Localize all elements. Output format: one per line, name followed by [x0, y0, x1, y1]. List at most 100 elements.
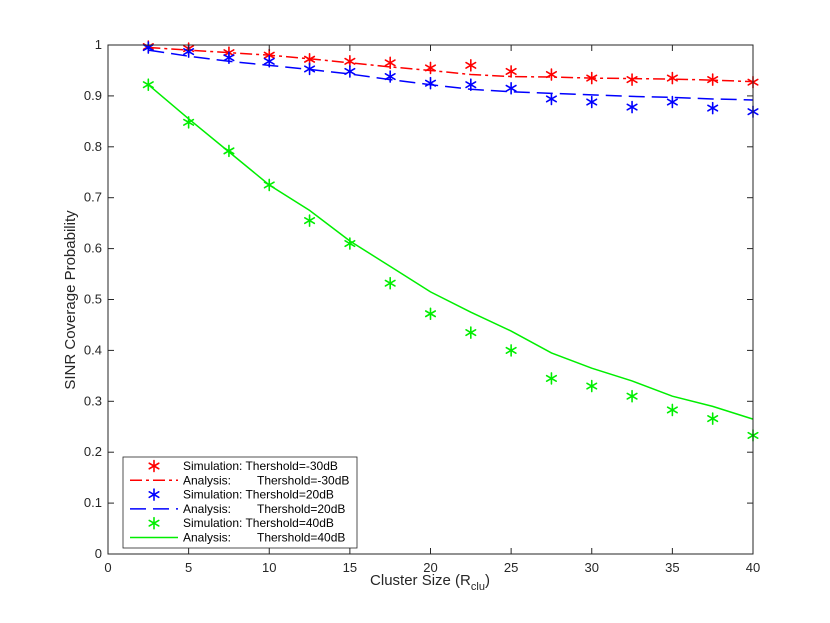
series-4-point — [545, 372, 558, 385]
series-2-point — [263, 54, 275, 68]
x-axis: 0 5 10 15 20 25 30 35 40 — [104, 45, 760, 575]
series-2-point-stroke — [344, 67, 356, 76]
legend-marker-sample-stroke — [148, 462, 160, 470]
series-2-point — [505, 81, 517, 95]
series-2-point-stroke — [263, 57, 275, 65]
series-0-point — [586, 71, 598, 85]
legend-marker-sample — [148, 516, 160, 530]
y-tick-label: 0.1 — [84, 495, 102, 510]
series-0-point — [545, 68, 558, 81]
series-2-point-stroke — [545, 95, 558, 103]
series-0-point — [344, 54, 356, 68]
series-0-point-stroke — [424, 64, 437, 72]
series-4-point-stroke — [505, 346, 517, 354]
series-0-point — [707, 73, 719, 86]
legend-marker-sample — [148, 488, 160, 501]
series-4-point — [344, 237, 356, 250]
x-axis-label: Cluster Size (Rclu) — [370, 572, 490, 593]
legend-label: Analysis: — [183, 473, 231, 487]
series-4-point — [707, 412, 719, 425]
series-2-point-stroke — [223, 54, 235, 62]
plot-markers — [142, 40, 759, 442]
plot-lines — [147, 46, 754, 420]
x-tick-label: 10 — [262, 560, 276, 575]
series-2-point-stroke — [465, 81, 477, 89]
series-4-point-stroke — [666, 406, 678, 414]
x-tick-label: 20 — [423, 560, 437, 575]
x-axis-label-subscript: clu — [471, 581, 485, 593]
series-4-point — [142, 78, 154, 92]
y-tick-label: 0 — [95, 546, 102, 561]
legend-marker-sample — [148, 459, 160, 473]
series-0-point-stroke — [626, 76, 638, 84]
series-0-point-stroke — [303, 55, 316, 63]
series-2-point-stroke — [183, 48, 195, 56]
legend-marker-sample-stroke — [148, 519, 160, 527]
series-0-point-stroke — [707, 76, 719, 84]
series-4-point-stroke — [384, 279, 396, 287]
y-tick-label: 0.2 — [84, 444, 102, 459]
y-tick-label: 0.7 — [84, 190, 102, 205]
legend-marker-sample-stroke — [148, 491, 160, 499]
series-2-point — [545, 92, 558, 106]
series-2-point-stroke — [384, 73, 396, 81]
series-line-1 — [148, 46, 754, 83]
x-axis-label-end: ) — [485, 572, 490, 589]
series-0-point — [465, 59, 477, 72]
series-4-point-stroke — [183, 118, 195, 126]
legend-label: Simulation: Thershold=-30dB — [183, 459, 338, 473]
y-axis-label: SINR Coverage Probability — [62, 210, 79, 390]
series-0-point-stroke — [344, 57, 356, 65]
x-axis-label-main: Cluster Size (R — [370, 572, 471, 589]
x-tick-label: 0 — [104, 560, 111, 575]
series-4-point-stroke — [263, 181, 275, 189]
series-0-point — [626, 73, 638, 86]
y-tick-label: 0.6 — [84, 241, 102, 256]
series-4-point — [505, 344, 517, 357]
y-tick-label: 0.8 — [84, 139, 102, 154]
series-0-point-stroke — [384, 59, 396, 67]
series-line-3 — [148, 49, 754, 101]
series-4-point — [263, 178, 275, 192]
series-2-point — [223, 51, 235, 65]
series-0-point-stroke — [465, 61, 477, 69]
series-0-point-stroke — [545, 70, 558, 79]
series-4-point-stroke — [545, 374, 558, 382]
series-2-point — [142, 41, 154, 54]
legend-label-threshold: Thershold=20dB — [257, 502, 345, 516]
x-tick-label: 15 — [343, 560, 357, 575]
y-tick-label: 0.9 — [84, 88, 102, 103]
series-4-point-stroke — [424, 310, 437, 318]
y-tick-label: 0.4 — [84, 342, 102, 357]
series-2-point — [586, 95, 598, 109]
legend-box — [122, 456, 358, 549]
x-tick-label: 35 — [665, 560, 679, 575]
series-2-point — [424, 76, 437, 90]
series-4-point-stroke — [626, 392, 638, 400]
series-2-point-stroke — [424, 79, 437, 87]
series-2-point — [344, 65, 356, 78]
y-tick-label: 1 — [95, 37, 102, 52]
x-tick-label: 40 — [746, 560, 760, 575]
x-tick-label: 25 — [504, 560, 518, 575]
series-4-point — [586, 379, 598, 393]
series-4-point-stroke — [465, 329, 477, 337]
series-4-point — [303, 214, 316, 227]
series-line-5 — [147, 84, 754, 420]
series-4-point — [465, 326, 477, 339]
series-4-point-stroke — [586, 382, 598, 390]
series-2-point — [626, 100, 638, 114]
legend-label: Analysis: — [183, 531, 231, 545]
series-4-point — [626, 389, 638, 403]
series-2-point — [465, 78, 477, 92]
series-0-point-stroke — [505, 67, 517, 76]
series-0-point-stroke — [666, 74, 678, 82]
series-0-point-stroke — [586, 74, 598, 82]
legend-label: Simulation: Thershold=20dB — [183, 488, 334, 502]
y-tick-label: 0.5 — [84, 292, 102, 307]
series-0-point — [384, 56, 396, 70]
x-tick-label: 5 — [185, 560, 192, 575]
series-0-point — [505, 65, 517, 78]
